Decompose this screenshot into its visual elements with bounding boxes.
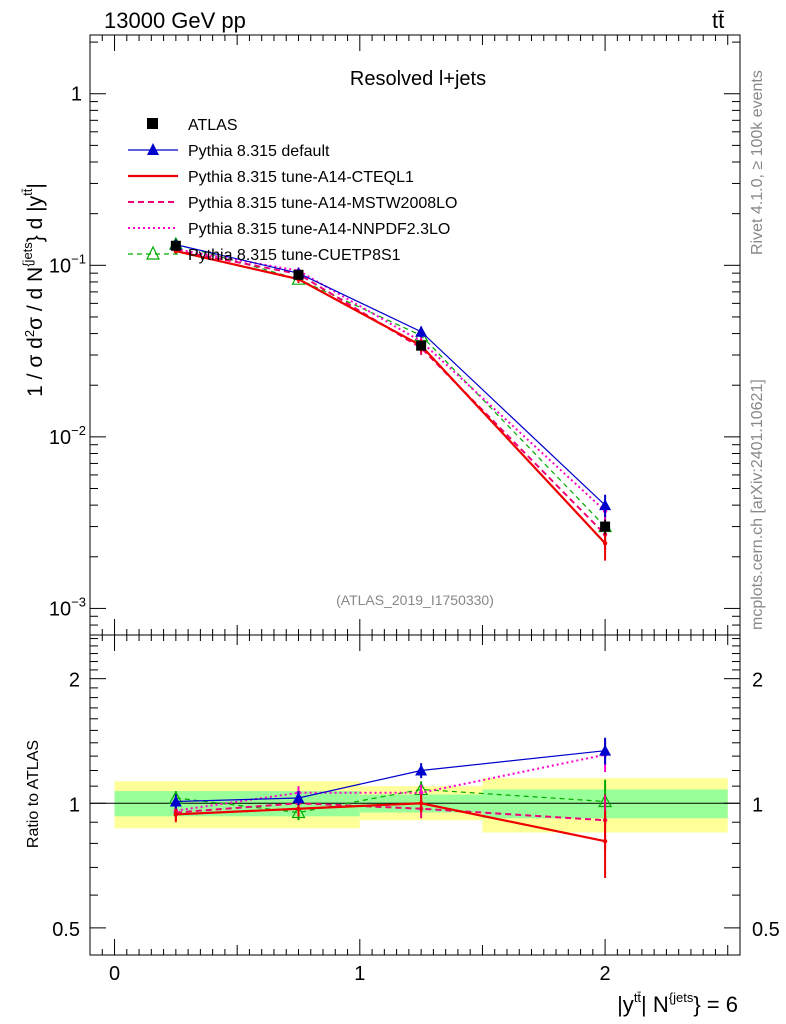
legend-marker (146, 245, 160, 260)
legend-label: ATLAS (188, 117, 238, 134)
ratio-panel: 0.5 0.5 1 1 2 2 0 1 2 Ratio to ATLAS (25, 634, 780, 985)
y-tick-label: 10−2 (49, 423, 86, 449)
ratio-point (173, 812, 179, 817)
data-point (415, 325, 428, 337)
data-point (416, 340, 427, 351)
ratio-point (418, 790, 424, 796)
legend-label: Pythia 8.315 default (188, 143, 330, 160)
x-axis-title: |ytt̄| N{jets} = 6 (617, 990, 738, 1017)
legend-label: Pythia 8.315 tune-CUETP8S1 (188, 247, 401, 264)
data-point (600, 521, 611, 532)
ratio-series-default (169, 737, 612, 809)
series-atlas (170, 240, 611, 535)
ratio-y-tick-label-right: 0.5 (752, 919, 780, 941)
ratio-axis-title: Ratio to ATLAS (25, 740, 42, 848)
legend-entry-atlas: ATLAS (147, 117, 238, 134)
header-process: tt̄ (712, 8, 724, 33)
y-tick-label: 10−3 (49, 594, 86, 620)
ratio-point (418, 801, 424, 806)
ratio-point (296, 806, 301, 811)
ratio-point (291, 805, 306, 819)
y-tick-label: 10−1 (49, 251, 86, 277)
ratio-y-tick-label: 2 (69, 670, 80, 692)
legend-label: Pythia 8.315 tune-A14-CTEQL1 (188, 169, 414, 186)
legend-marker (147, 118, 158, 129)
ratio-y-tick-label: 1 (69, 794, 80, 816)
main-panel: 10−3 10−2 10−1 1 Resolved l+jets (ATLAS_201… (20, 34, 741, 636)
y-axis-title: 1 / σ d2σ / d N{jets} d |ytt̄| (20, 183, 47, 397)
mcplots-label: mcplots.cern.ch [arXiv:2401.10621] (749, 379, 766, 630)
data-point (599, 499, 612, 511)
series-line-mstw (175, 249, 606, 536)
series-cteql1 (173, 248, 608, 561)
x-tick-label: 2 (600, 963, 611, 985)
data-point (293, 269, 304, 280)
ratio-panel-frame (89, 634, 741, 956)
ratio-y-tick-label: 0.5 (52, 919, 80, 941)
ratio-point (599, 744, 612, 756)
legend-entry-cteql1: Pythia 8.315 tune-A14-CTEQL1 (128, 169, 414, 186)
y-tick-label: 1 (71, 84, 82, 106)
header-energy: 13000 GeV pp (104, 8, 246, 33)
legend-entry-nnpdf: Pythia 8.315 tune-A14-NNPDF2.3LO (128, 221, 450, 238)
rivet-version-label: Rivet 4.1.0, ≥ 100k events (749, 70, 766, 255)
legend-entry-default: Pythia 8.315 default (128, 143, 330, 160)
chart-title: Resolved l+jets (350, 68, 486, 90)
legend-label: Pythia 8.315 tune-A14-MSTW2008LO (188, 195, 457, 212)
series-line-cteql1 (175, 250, 606, 544)
legend-entry-mstw: Pythia 8.315 tune-A14-MSTW2008LO (128, 195, 457, 212)
legend: ATLAS Pythia 8.315 default Pythia 8.315 tu… (128, 117, 457, 264)
ratio-line-default (175, 750, 606, 803)
series-line-nnpdf (175, 248, 606, 512)
legend-label: Pythia 8.315 tune-A14-NNPDF2.3LO (188, 221, 450, 238)
data-point (170, 240, 181, 251)
legend-entry-cuetp8s1: Pythia 8.315 tune-CUETP8S1 (128, 245, 401, 264)
ratio-point (292, 791, 305, 803)
legend-marker (147, 143, 159, 155)
series-line-cuetp8s1 (175, 243, 606, 527)
analysis-watermark: (ATLAS_2019_I1750330) (336, 592, 494, 608)
ratio-point (169, 795, 182, 807)
series-nnpdf (173, 246, 608, 525)
x-tick-label: 1 (354, 963, 365, 985)
ratio-y-tick-label-right: 1 (752, 794, 763, 816)
ratio-y-tick-label-right: 2 (752, 670, 763, 692)
x-tick-label: 0 (109, 963, 120, 985)
ratio-point (415, 764, 428, 776)
data-point (602, 540, 608, 546)
series-cuetp8s1 (168, 236, 613, 541)
series-mstw (173, 248, 608, 550)
series-line-default (175, 244, 606, 506)
ratio-point (602, 838, 608, 844)
series-default (169, 238, 612, 518)
ratio-line-nnpdf (175, 753, 606, 812)
ratio-line-cteql1 (175, 802, 606, 843)
